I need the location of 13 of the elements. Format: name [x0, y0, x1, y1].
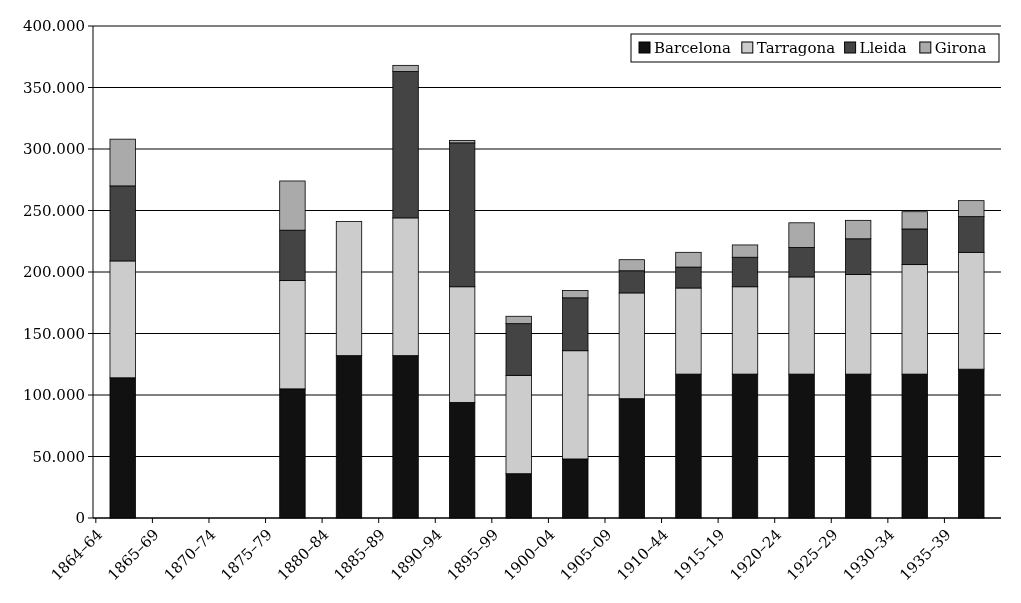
legend-label: Tarragona	[756, 39, 836, 58]
y-tick-label: 100.000	[22, 386, 85, 405]
y-tick-label: 150.000	[22, 324, 85, 343]
legend-label: Lleida	[859, 39, 907, 58]
y-tick-label: 300.000	[22, 140, 85, 159]
y-tick-label: 50.000	[32, 447, 85, 466]
legend-label: Girona	[934, 39, 987, 58]
legend-label: Barcelona	[654, 39, 731, 58]
y-tick-label: 350.000	[22, 78, 85, 97]
y-tick-label: 0	[75, 509, 85, 528]
y-tick-label: 400.000	[22, 17, 85, 36]
y-tick-label: 250.000	[22, 201, 85, 220]
y-tick-label: 200.000	[22, 263, 85, 282]
